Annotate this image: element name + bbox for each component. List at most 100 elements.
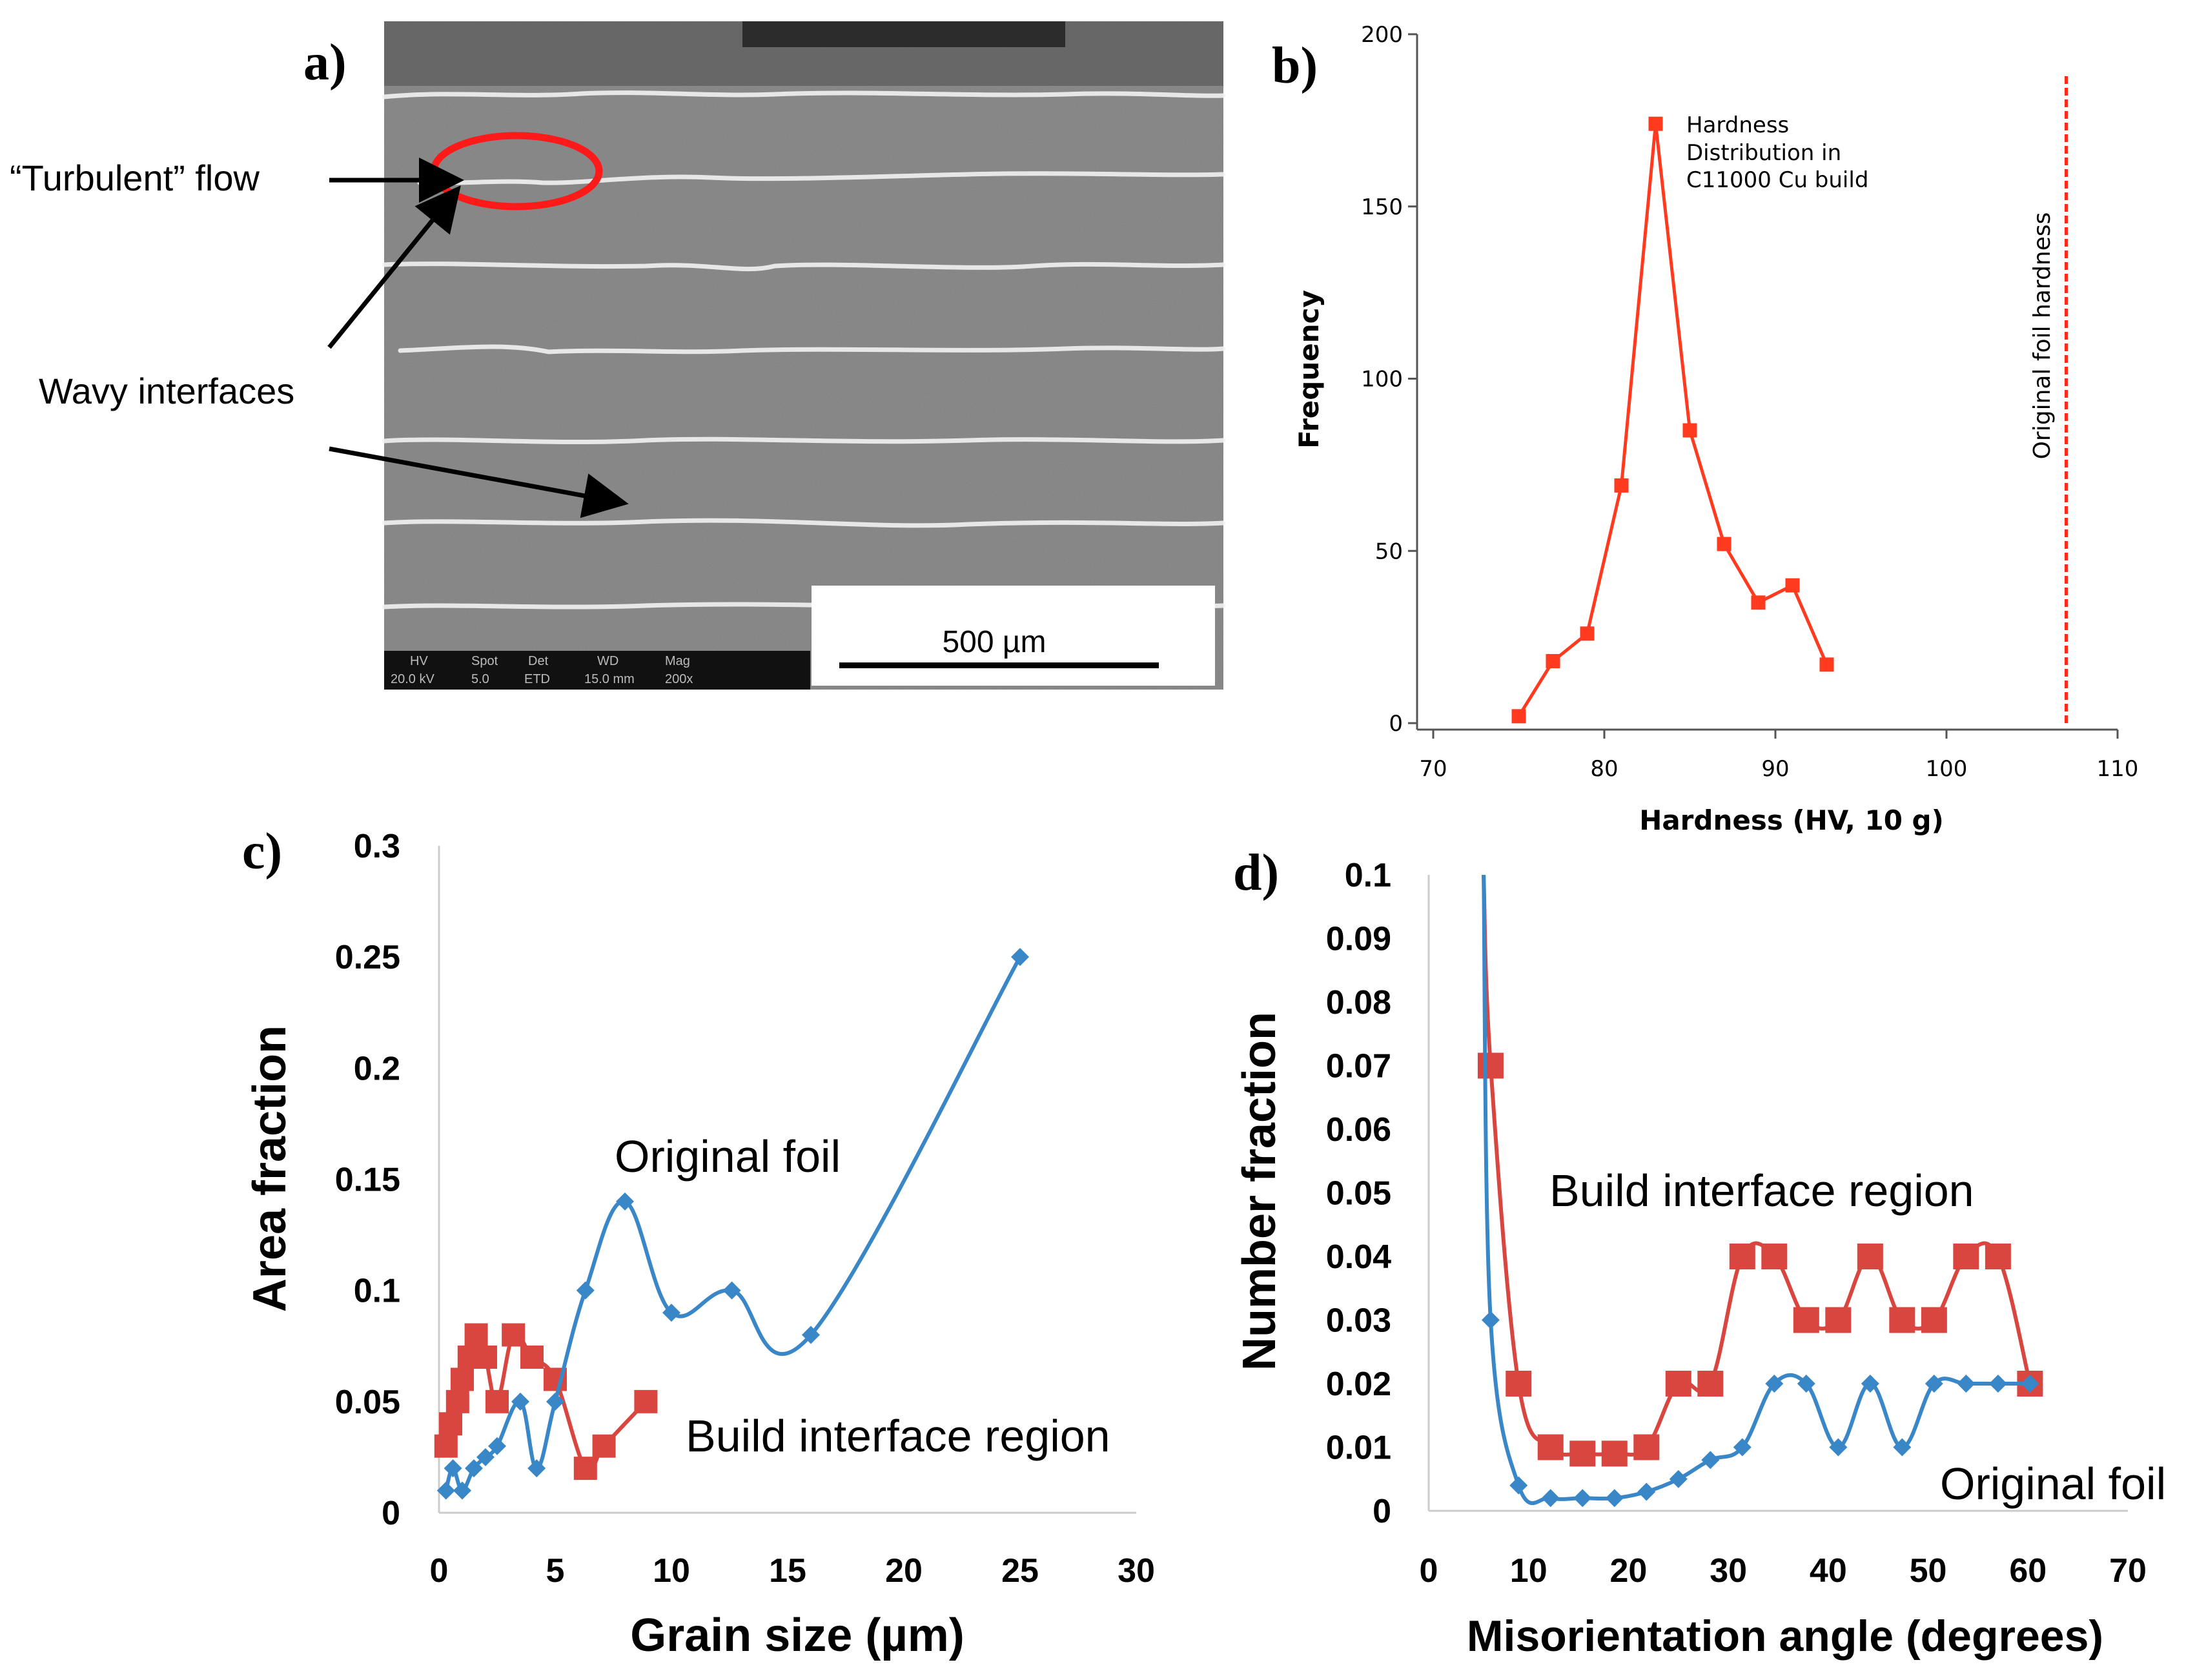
databar-spot-value: 5.0 bbox=[471, 672, 489, 686]
chart-b-legend-line: Hardness bbox=[1686, 112, 1789, 138]
chart-d-build-interface-point bbox=[1537, 1434, 1564, 1460]
panel-d-label: d) bbox=[1233, 845, 1279, 901]
chart-b-x-tick-label: 70 bbox=[1419, 756, 1447, 782]
chart-c-build-interface-point bbox=[445, 1389, 469, 1413]
panel-a: a) 500 µm HV bbox=[10, 21, 1226, 690]
chart-c-original-foil-point bbox=[488, 1437, 506, 1455]
chart-b-x-tick-label: 110 bbox=[2097, 756, 2139, 782]
panel-b: b) 0 50 100 150 200 70 80 90 100 110 Hardness (HV,… bbox=[1272, 22, 2138, 836]
chart-b: 0 50 100 150 200 70 80 90 100 110 Hardness (HV, 10… bbox=[1293, 22, 2138, 836]
chart-b-data-point bbox=[1511, 709, 1526, 724]
chart-d-x-tick-label: 20 bbox=[1610, 1552, 1648, 1590]
chart-b-data-point bbox=[1785, 578, 1800, 593]
chart-c-original-foil-point bbox=[722, 1281, 741, 1300]
chart-b-data-point bbox=[1682, 423, 1697, 438]
databar-hv-value: 20.0 kV bbox=[391, 672, 434, 686]
chart-c-original-foil-point bbox=[546, 1392, 564, 1411]
chart-b-y-tick-label: 200 bbox=[1361, 22, 1403, 48]
chart-c-y-tick-label: 0.3 bbox=[354, 828, 400, 865]
chart-d-original-foil-point bbox=[1669, 1470, 1688, 1488]
chart-d-build-interface-point bbox=[1793, 1307, 1819, 1333]
annotation-arrows bbox=[327, 158, 629, 518]
chart-b-data-point bbox=[1546, 653, 1560, 668]
chart-d-y-label: Number fraction bbox=[1234, 1012, 1285, 1371]
chart-b-y-label: Frequency bbox=[1293, 290, 1325, 449]
chart-c-y-tick-label: 0.15 bbox=[335, 1162, 400, 1199]
chart-c-original-foil-point bbox=[576, 1281, 595, 1300]
chart-d-original-foil-line bbox=[1482, 874, 2030, 1506]
chart-d-build-interface-point bbox=[1761, 1244, 1788, 1269]
chart-c-series-label-original-foil: Original foil bbox=[615, 1131, 841, 1182]
chart-b-legend-line: Distribution in bbox=[1686, 140, 1841, 166]
chart-d-build-interface-point bbox=[1825, 1307, 1852, 1333]
chart-d-build-interface-point bbox=[1665, 1371, 1691, 1397]
databar-det: Det bbox=[528, 654, 549, 668]
chart-d-build-interface-point bbox=[1953, 1244, 1979, 1269]
chart-d-series-label-build-interface: Build interface region bbox=[1549, 1165, 1974, 1216]
sem-interface-lines bbox=[382, 90, 1226, 610]
chart-c-y-tick-label: 0.05 bbox=[335, 1384, 400, 1421]
chart-c-original-foil-point bbox=[662, 1304, 680, 1322]
chart-c-x-tick-label: 20 bbox=[885, 1552, 923, 1590]
chart-d-original-foil-point bbox=[1637, 1482, 1656, 1501]
chart-b-y-tick-label: 150 bbox=[1361, 194, 1403, 220]
chart-c-original-foil-point bbox=[436, 1481, 455, 1500]
chart-d-original-foil-point bbox=[1988, 1375, 2007, 1393]
chart-b-data-point bbox=[1648, 116, 1663, 131]
scale-bar bbox=[839, 662, 1159, 668]
databar-mag: Mag bbox=[665, 654, 690, 668]
chart-b-y-tick-label: 100 bbox=[1361, 367, 1403, 393]
chart-b-data-point bbox=[1717, 537, 1731, 551]
chart-d-original-foil-point bbox=[1829, 1438, 1848, 1457]
chart-b-data-point bbox=[1751, 595, 1766, 610]
databar-mag-value: 200x bbox=[665, 672, 693, 686]
chart-d-original-foil-point bbox=[1605, 1489, 1624, 1508]
chart-d-original-foil-point bbox=[1701, 1451, 1720, 1470]
chart-d-y-tick-label: 0.05 bbox=[1326, 1175, 1391, 1213]
chart-d-build-interface-point bbox=[1889, 1307, 1915, 1333]
panel-d: d) 0 0.01 0.02 0.03 0.04 0.05 0.06 0.07 0.08 0.09… bbox=[1233, 845, 2166, 1661]
databar-wd-value: 15.0 mm bbox=[584, 672, 635, 686]
chart-b-legend-line: C11000 Cu build bbox=[1686, 167, 1868, 193]
chart-d-y-tick-label: 0.06 bbox=[1326, 1111, 1391, 1149]
panel-b-label: b) bbox=[1272, 37, 1318, 94]
chart-d-build-interface-point bbox=[1985, 1244, 2011, 1269]
chart-c-original-foil-point bbox=[476, 1448, 495, 1466]
chart-c-build-interface-point bbox=[520, 1345, 544, 1369]
chart-b-data-point bbox=[1580, 626, 1595, 641]
chart-d-original-foil-point bbox=[1893, 1438, 1912, 1457]
chart-d-original-foil-point bbox=[1925, 1375, 1943, 1393]
chart-c: 0 0.05 0.1 0.15 0.2 0.25 0.3 0 5 10 15 20 25 30 Grain … bbox=[244, 828, 1155, 1661]
chart-c-build-interface-point bbox=[592, 1434, 616, 1458]
chart-d-original-foil-point bbox=[1957, 1375, 1976, 1393]
chart-d-original-foil-point bbox=[1797, 1375, 1815, 1393]
chart-d-x-tick-label: 0 bbox=[1420, 1552, 1438, 1590]
chart-d-series-label-original-foil: Original foil bbox=[1940, 1459, 2166, 1509]
chart-c-original-foil-point bbox=[511, 1392, 529, 1411]
chart-c-y-tick-label: 0.25 bbox=[335, 939, 400, 976]
chart-d-y-tick-label: 0.09 bbox=[1326, 921, 1391, 958]
chart-d-y-tick-label: 0.01 bbox=[1326, 1429, 1391, 1467]
chart-c-build-interface-point bbox=[434, 1434, 458, 1458]
chart-c-original-foil-point bbox=[527, 1459, 546, 1478]
sem-micrograph-image: 500 µm HV Spot Det WD Mag 20.0 kV 5.0 ET… bbox=[382, 21, 1226, 690]
chart-b-x-tick-label: 90 bbox=[1761, 756, 1789, 782]
chart-c-build-interface-point bbox=[573, 1457, 597, 1480]
annotation-wavy-interfaces: Wavy interfaces bbox=[39, 371, 294, 411]
chart-c-build-interface-point bbox=[502, 1323, 526, 1347]
chart-b-reference-label: Original foil hardness bbox=[2029, 212, 2056, 460]
chart-c-x-tick-label: 15 bbox=[769, 1552, 806, 1590]
arrow-wavy-1 bbox=[327, 185, 461, 349]
chart-d-x-tick-label: 60 bbox=[2009, 1552, 2047, 1590]
chart-c-x-tick-label: 0 bbox=[430, 1552, 449, 1590]
chart-d-y-tick-label: 0.04 bbox=[1326, 1238, 1391, 1276]
chart-c-original-foil-point bbox=[1011, 948, 1029, 967]
chart-c-build-interface-point bbox=[474, 1345, 497, 1369]
chart-d-original-foil-point bbox=[1573, 1489, 1592, 1508]
chart-c-x-tick-label: 30 bbox=[1118, 1552, 1155, 1590]
chart-c-original-foil-point bbox=[802, 1326, 820, 1344]
chart-d-build-interface-point bbox=[1633, 1434, 1660, 1460]
chart-d-y-tick-label: 0.07 bbox=[1326, 1048, 1391, 1085]
annotation-turbulent-flow: “Turbulent” flow bbox=[10, 158, 260, 198]
